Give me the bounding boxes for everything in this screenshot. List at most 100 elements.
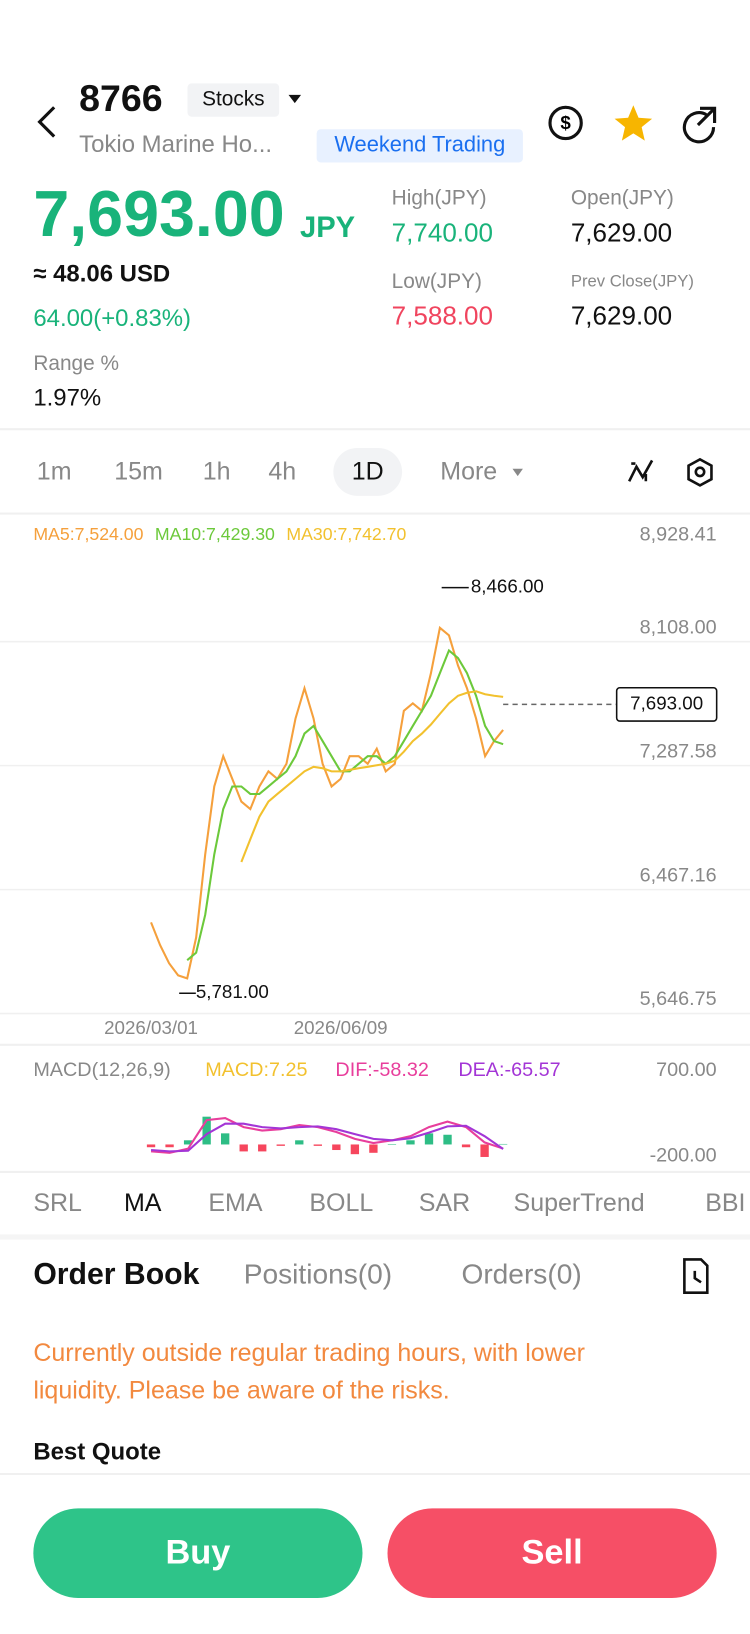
macd-title: MACD(12,26,9) [33,1059,170,1081]
indicator-tab[interactable]: BOLL [309,1189,373,1217]
badge: Weekend Trading [334,132,505,157]
macd-bar [295,1140,304,1145]
interval-tab[interactable]: More [440,458,497,486]
macd-bar [387,1144,397,1145]
indicator-tab[interactable]: MA [124,1189,162,1217]
interval-tabs: 1m 15m 1h 4h 1D More [37,458,497,486]
separator [0,1234,750,1240]
ma-line [240,690,504,863]
prev-close: 7,629.00 [571,301,672,331]
ma-line [150,625,504,980]
badge-bg [316,129,523,163]
x-tick-label: 2026/06/09 [294,1017,388,1038]
macd-bar [202,1116,211,1145]
legend-entry: DIF:-58.32 [335,1059,428,1081]
price-chart: 8,928.41 8,108.00 7,287.58 6,467.16 5,646.75… [0,524,750,1038]
chart-type-icon[interactable] [628,459,654,482]
notice-line: Currently outside regular trading hours,… [33,1339,585,1367]
macd-bar [332,1144,341,1151]
currency: JPY [300,212,355,244]
interval-tab[interactable]: 1h [203,458,231,486]
interval-tab[interactable]: 1m [37,458,72,486]
tab-positions[interactable]: Positions(0) [244,1258,392,1289]
open-label: Open(JPY) [571,186,674,209]
legend-entry: MA5:7,524.00 [33,524,143,544]
macd-bar [369,1144,378,1153]
dropdown-arrow [288,94,302,104]
macd-chart: 700.00 -200.00 MACD:7.25 DIF:-58.32 DEA:-65.… [146,1059,717,1167]
legend-entry: DEA:-65.57 [458,1059,560,1081]
symbol: 8766 [79,77,162,119]
tab-orders[interactable]: Orders(0) [461,1258,581,1289]
macd-bar [498,1143,508,1145]
y-tick-label: -200.00 [650,1145,717,1167]
range: 1.97% [33,384,101,411]
prev-label: Prev Close(JPY) [571,272,694,291]
macd-bar [239,1144,248,1152]
best-quote: Best Quote [33,1438,161,1465]
legend-entry: MA30:7,742.70 [286,524,406,544]
open: 7,629.00 [571,217,672,247]
indicator-tab[interactable]: SAR [419,1189,470,1217]
legend-entry: MA10:7,429.30 [155,524,275,544]
macd-bar [461,1144,471,1148]
macd-bar [220,1133,230,1145]
favorite-star[interactable] [614,105,653,141]
indicator-tab[interactable]: SuperTrend [514,1189,645,1217]
macd-bar [350,1144,360,1155]
buy-button[interactable] [33,1508,363,1598]
macd-bar [313,1144,322,1146]
macd-bar [424,1133,434,1145]
price: 7,693.00 [33,178,284,250]
current-price-box [615,686,718,722]
high-label: High(JPY) [392,186,487,209]
macd-bar [406,1140,415,1145]
stock-name: Tokio Marine Ho... [79,131,272,158]
macd-bar [480,1144,489,1157]
min-label: 5,781.00 [196,981,269,1002]
market-pill[interactable] [187,83,280,117]
indicator-tab[interactable]: SRL [33,1189,82,1217]
macd-bar [146,1144,156,1148]
macd-line [150,1116,504,1154]
indicator-tabs: SRL MA EMA BOLL SAR SuperTrend BBI [33,1189,745,1217]
current-price-label: 7,693.00 [630,692,703,713]
sell-label[interactable]: Sell [522,1533,583,1571]
y-tick-label: 8,928.41 [640,524,717,546]
buy-label[interactable]: Buy [165,1533,230,1571]
back-button[interactable] [37,106,56,138]
legend-entry: MACD:7.25 [205,1059,307,1081]
low: 7,588.00 [392,301,493,331]
macd-bar [165,1144,174,1148]
macd-bar [443,1134,452,1145]
low-label: Low(JPY) [392,270,482,293]
x-tick-label: 2026/03/01 [104,1017,198,1038]
interval-tab[interactable]: 1D [352,458,384,486]
market[interactable]: Stocks [202,88,265,111]
share-icon[interactable] [682,106,717,144]
sell-button[interactable] [387,1508,717,1598]
change: 64.00(+0.83%) [33,305,191,332]
currency-icon[interactable]: $ [548,105,583,141]
macd-line [150,1122,504,1153]
y-tick-label: 6,467.16 [640,864,717,886]
more-arrow [512,468,523,477]
macd-bar [183,1140,193,1145]
indicator-tab[interactable]: EMA [208,1189,262,1217]
interval-tab[interactable]: 15m [114,458,163,486]
settings-icon[interactable] [687,457,713,487]
range-label: Range % [33,352,119,375]
indicator-tab[interactable]: BBI [705,1189,745,1217]
usd-price: ≈ 48.06 USD [33,260,170,287]
notice-line: liquidity. Please be aware of the risks. [33,1376,449,1404]
interval-tab[interactable]: 4h [268,458,296,486]
y-tick-label: 5,646.75 [640,988,717,1010]
max-label: 8,466.00 [471,576,544,597]
history-icon[interactable] [683,1258,709,1295]
svg-text:$: $ [560,112,571,133]
y-tick-label: 8,108.00 [640,616,717,638]
y-tick-label: 7,287.58 [640,740,717,762]
tab-order-book[interactable]: Order Book [33,1258,199,1291]
